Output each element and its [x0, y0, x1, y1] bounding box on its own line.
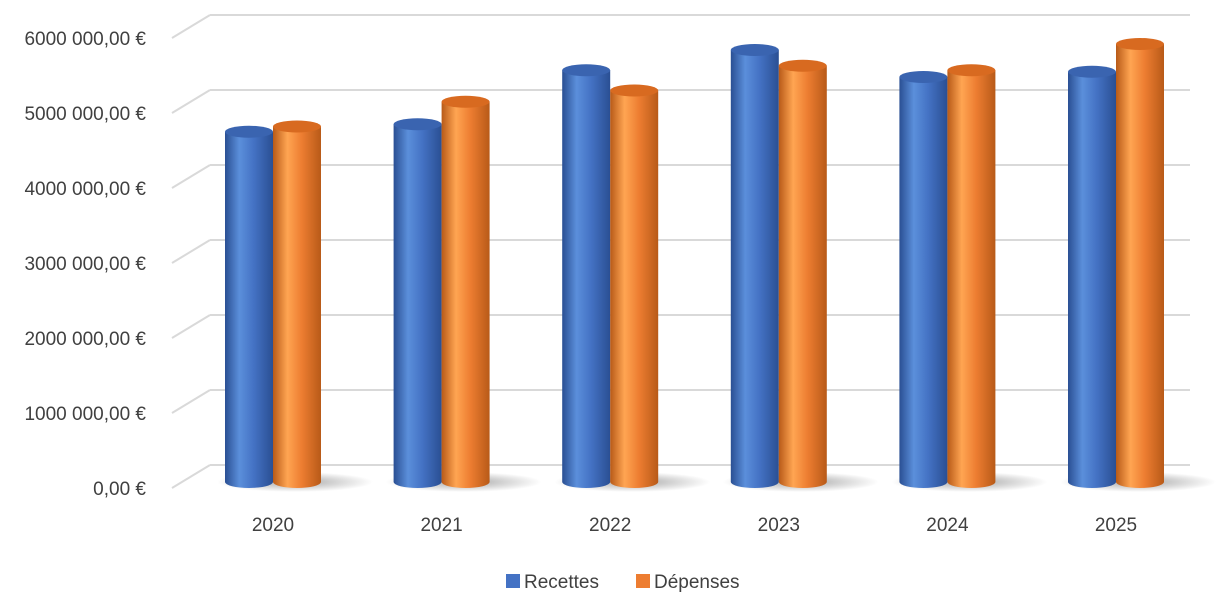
y-tick-label: 4000 000,00 € — [24, 179, 146, 200]
bar-top — [1068, 65, 1116, 78]
legend-item-depenses[interactable]: Dépenses — [636, 572, 740, 593]
bar-2023-depenses — [778, 59, 827, 488]
bar-top — [610, 84, 659, 97]
bar-top — [393, 118, 442, 131]
legend-label-depenses: Dépenses — [654, 572, 740, 593]
legend-item-recettes[interactable]: Recettes — [506, 572, 599, 593]
bar-body — [225, 131, 273, 488]
bar-2022-depenses — [610, 84, 659, 488]
x-tick-label: 2024 — [926, 515, 969, 536]
bar-2021-depenses — [441, 95, 490, 488]
x-tick-label: 2022 — [589, 515, 631, 536]
x-tick-label: 2021 — [420, 515, 462, 536]
bar-top — [225, 125, 273, 138]
bar-top — [273, 120, 321, 133]
bar-top — [947, 64, 996, 77]
bar-2022-recettes — [562, 64, 611, 488]
gridline-diagonal — [171, 464, 211, 489]
bar-body — [1068, 71, 1116, 488]
bar-2025-depenses — [1116, 38, 1164, 488]
bar-body — [778, 65, 827, 488]
gridline-diagonal — [171, 314, 211, 339]
bar-top — [899, 71, 948, 83]
x-tick-label: 2025 — [1095, 515, 1137, 536]
gridline-diagonal — [171, 389, 211, 414]
bars — [225, 38, 1164, 488]
x-tick-label: 2020 — [252, 515, 294, 536]
bar-top — [562, 64, 611, 77]
y-tick-label: 3000 000,00 € — [24, 254, 146, 275]
bar-body — [393, 124, 442, 488]
bar-2023-recettes — [730, 44, 779, 488]
x-tick-label: 2023 — [758, 515, 800, 536]
gridline-diagonal — [171, 164, 211, 189]
bar-body — [1116, 44, 1164, 488]
bar-top — [1116, 38, 1164, 50]
y-tick-label: 1000 000,00 € — [24, 404, 146, 425]
bar-body — [562, 70, 611, 488]
legend-swatch-depenses — [636, 574, 650, 588]
bar-body — [441, 101, 490, 488]
bar-2020-depenses — [273, 120, 321, 488]
bar-2020-recettes — [225, 125, 273, 488]
bar-body — [273, 126, 321, 488]
gridlines — [171, 14, 1190, 489]
bar-top — [778, 59, 827, 72]
bar-top — [441, 95, 490, 108]
bar-body — [899, 77, 948, 488]
bar-shadows — [217, 472, 1216, 492]
gridline-diagonal — [171, 239, 211, 264]
x-axis-labels: 2020 2021 2022 2023 2024 2025 — [252, 515, 1137, 536]
y-axis-labels: 0,00 € 1000 000,00 € 2000 000,00 € 3000 000… — [24, 29, 146, 500]
bar-2025-recettes — [1068, 65, 1116, 488]
bar-top — [730, 44, 779, 56]
y-tick-label: 5000 000,00 € — [24, 104, 146, 125]
y-tick-label: 0,00 € — [93, 479, 146, 500]
legend-swatch-recettes — [506, 574, 520, 588]
bar-body — [947, 70, 996, 488]
bar-2021-recettes — [393, 118, 442, 488]
legend[interactable]: Recettes Dépenses — [506, 572, 740, 593]
bar-2024-depenses — [947, 64, 996, 488]
y-tick-label: 6000 000,00 € — [24, 29, 146, 50]
bar-body — [730, 50, 779, 488]
bar-2024-recettes — [899, 71, 948, 488]
bar-body — [610, 90, 659, 488]
legend-label-recettes: Recettes — [524, 572, 599, 593]
gridline-diagonal — [171, 89, 211, 114]
y-tick-label: 2000 000,00 € — [24, 329, 146, 350]
gridline-diagonal — [171, 14, 211, 39]
